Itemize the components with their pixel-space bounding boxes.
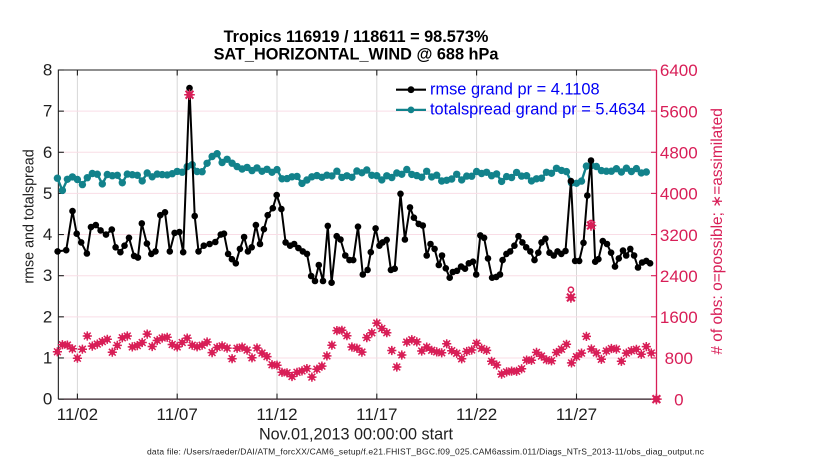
- svg-text:11/27: 11/27: [556, 405, 597, 424]
- svg-text:# of obs: o=possible; ∗=assimi: # of obs: o=possible; ∗=assimilated: [709, 108, 726, 355]
- svg-text:4: 4: [43, 225, 52, 244]
- svg-text:11/22: 11/22: [456, 405, 497, 424]
- svg-text:totalspread grand pr = 5.4634: totalspread grand pr = 5.4634: [430, 101, 646, 119]
- svg-text:7: 7: [43, 102, 52, 121]
- svg-text:800: 800: [665, 349, 693, 368]
- svg-text:5600: 5600: [660, 102, 698, 121]
- svg-text:11/07: 11/07: [157, 405, 198, 424]
- svg-text:Nov.01,2013 00:00:00 start: Nov.01,2013 00:00:00 start: [259, 426, 454, 444]
- svg-text:1: 1: [43, 349, 52, 368]
- svg-text:3: 3: [43, 266, 52, 285]
- svg-text:8: 8: [43, 61, 52, 80]
- svg-text:rmse and totalspread: rmse and totalspread: [22, 149, 38, 283]
- svg-text:rmse grand pr = 4.1108: rmse grand pr = 4.1108: [430, 81, 600, 99]
- svg-text:data file: /Users/raeder/DAI/A: data file: /Users/raeder/DAI/ATM_forcXX/…: [147, 447, 705, 457]
- svg-text:SAT_HORIZONTAL_WIND @ 688 hPa: SAT_HORIZONTAL_WIND @ 688 hPa: [214, 46, 500, 64]
- svg-text:0: 0: [674, 390, 683, 409]
- svg-text:0: 0: [43, 390, 52, 409]
- svg-text:4800: 4800: [660, 144, 698, 163]
- svg-text:2: 2: [43, 307, 52, 326]
- svg-text:6400: 6400: [660, 61, 698, 80]
- svg-text:6: 6: [43, 143, 52, 162]
- svg-text:1600: 1600: [660, 308, 698, 327]
- svg-text:2400: 2400: [660, 267, 698, 286]
- svg-text:5: 5: [43, 184, 52, 203]
- svg-text:4000: 4000: [660, 185, 698, 204]
- svg-text:11/02: 11/02: [57, 405, 98, 424]
- svg-text:3200: 3200: [660, 226, 698, 245]
- svg-text:Tropics 116919 / 118611 = 98.5: Tropics 116919 / 118611 = 98.573%: [224, 28, 489, 46]
- svg-text:11/12: 11/12: [256, 405, 297, 424]
- svg-text:11/17: 11/17: [356, 405, 397, 424]
